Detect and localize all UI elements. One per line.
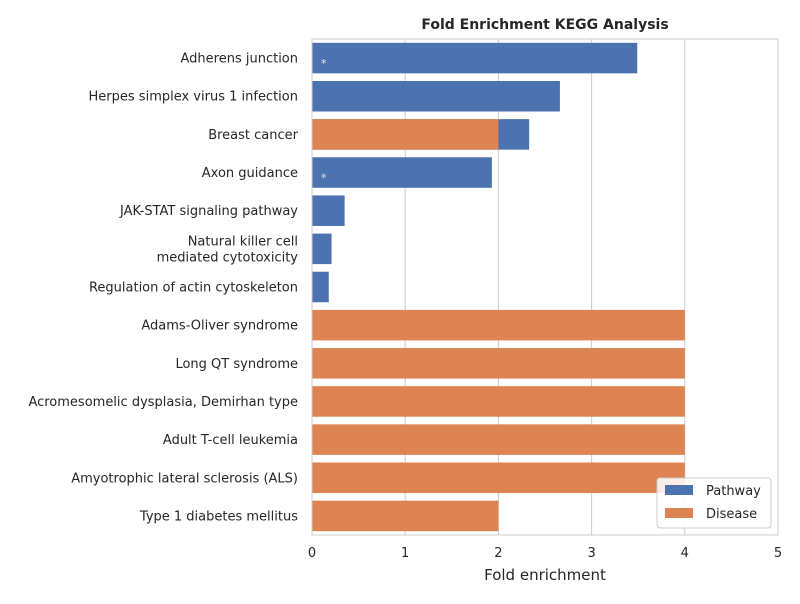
category-label: Herpes simplex virus 1 infection	[89, 90, 298, 105]
legend-label-pathway: Pathway	[706, 484, 761, 499]
bar-pathway	[312, 157, 492, 188]
bar-disease	[312, 119, 499, 150]
bar-disease	[312, 309, 685, 341]
bar-pathway	[312, 80, 560, 112]
legend: Pathway Disease	[656, 477, 772, 529]
x-tick-label: 0	[308, 546, 316, 561]
category-label: JAK-STAT signaling pathway	[119, 204, 298, 219]
x-axis-label: Fold enrichment	[484, 566, 606, 584]
x-tick-label: 5	[774, 546, 782, 561]
bar-pathway	[312, 42, 638, 74]
bar-disease	[312, 348, 685, 379]
legend-label-disease: Disease	[706, 507, 757, 522]
category-label: Breast cancer	[208, 128, 298, 143]
annotations: **	[321, 57, 327, 184]
significance-marker: *	[321, 172, 327, 185]
bar-disease	[312, 462, 685, 494]
category-label: mediated cytotoxicity	[157, 250, 299, 265]
legend-swatch-pathway	[665, 485, 693, 495]
category-labels: Adherens junction Herpes simplex virus 1 …	[28, 52, 298, 525]
category-label: Amyotrophic lateral sclerosis (ALS)	[71, 471, 298, 486]
x-tick-label: 1	[401, 546, 409, 561]
category-label: Adams-Oliver syndrome	[141, 319, 298, 334]
category-label: Adherens junction	[181, 52, 299, 67]
significance-marker: *	[321, 57, 327, 70]
bar-pathway	[312, 271, 329, 303]
category-label: Long QT syndrome	[175, 357, 298, 372]
grid	[404, 39, 686, 535]
x-ticks: 0 1 2 3 4 5	[308, 546, 782, 561]
x-tick-label: 3	[587, 546, 595, 561]
category-label: Acromesomelic dysplasia, Demirhan type	[28, 395, 298, 410]
bar-disease	[312, 424, 685, 455]
x-tick-label: 4	[681, 546, 689, 561]
bar-pathway	[312, 195, 345, 226]
category-label: Adult T-cell leukemia	[163, 433, 298, 448]
category-label: Natural killer cell	[188, 234, 298, 249]
category-label: Type 1 diabetes mellitus	[139, 509, 298, 524]
x-tick-label: 2	[494, 546, 502, 561]
bars	[312, 42, 685, 532]
chart-title: Fold Enrichment KEGG Analysis	[421, 17, 668, 33]
legend-swatch-disease	[665, 508, 693, 518]
bar-pathway	[312, 233, 332, 265]
bar-disease	[312, 386, 685, 417]
plot-frame	[311, 38, 779, 536]
bar-disease	[312, 500, 499, 532]
category-label: Regulation of actin cytoskeleton	[89, 281, 298, 296]
category-label: Axon guidance	[202, 166, 298, 181]
